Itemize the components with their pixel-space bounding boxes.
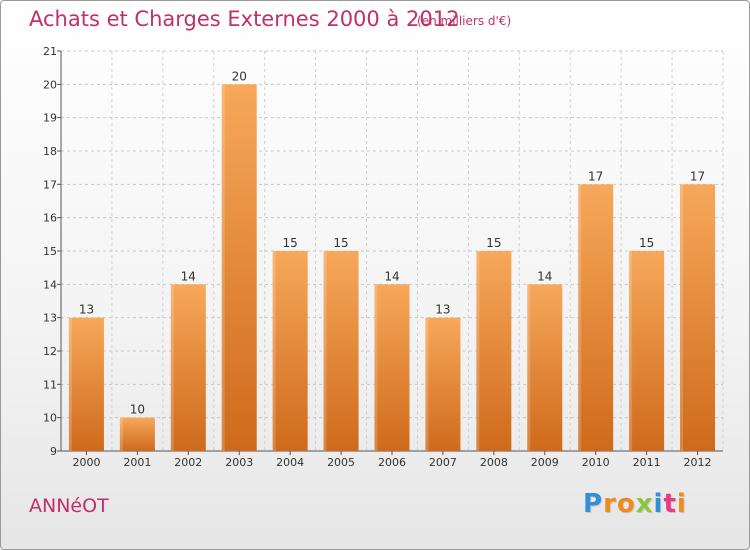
bar-highlight [578,184,582,452]
bar-value-label: 15 [639,236,654,250]
bar-value-label: 10 [130,403,145,417]
bar [323,251,359,451]
bar-value-label: 17 [588,169,603,183]
bar [170,284,206,451]
x-tick-label: 2007 [429,456,457,469]
logo-letter: i [653,489,664,519]
bar-value-label: 14 [181,269,196,283]
bar-highlight [476,251,480,451]
y-tick-label: 21 [43,45,57,58]
bar-value-label: 17 [690,169,705,183]
bar-value-label: 15 [486,236,501,250]
bar [425,317,461,451]
bar-value-label: 14 [384,269,399,283]
x-tick-label: 2006 [378,456,406,469]
x-tick-label: 2001 [123,456,151,469]
bar-highlight [425,317,429,451]
bar-highlight [374,284,378,451]
x-tick-label: 2008 [480,456,508,469]
bar [68,317,104,451]
axes: 9 10 11 12 13 14 15 16 17 18 19 20 21 2000 2001 2002 200… [43,45,723,469]
y-tick-label: 10 [43,412,57,425]
bar-highlight [629,251,633,451]
logo-letter: r [603,489,617,519]
bar [476,251,512,451]
bar-highlight [527,284,531,451]
logo-letter: t [663,489,677,519]
logo-letter: o [616,489,636,519]
y-tick-label: 12 [43,345,57,358]
y-tick-label: 11 [43,378,57,391]
bar [272,251,308,451]
bar [119,417,155,451]
logo-letter: x [635,489,654,519]
y-tick-label: 16 [43,212,57,225]
bar [578,184,614,452]
logo-letter: i [676,489,687,519]
bar [374,284,410,451]
x-tick-label: 2002 [174,456,202,469]
x-tick-label: 2005 [327,456,355,469]
bar [680,184,716,452]
bar-value-label: 13 [79,303,94,317]
bar-highlight [221,84,225,451]
bar-value-label: 13 [435,303,450,317]
bars [68,84,716,452]
bar-value-label: 15 [283,236,298,250]
x-tick-label: 2012 [684,456,712,469]
bar [221,84,257,451]
y-tick-label: 9 [50,445,57,458]
x-tick-label: 2010 [582,456,610,469]
proxiti-logo: Proxiti [583,489,687,519]
bar-highlight [680,184,684,452]
chart-subtitle: (en milliers d'€) [417,14,512,28]
y-tick-label: 15 [43,245,57,258]
bar-highlight [272,251,276,451]
bar [527,284,563,451]
bar-highlight [323,251,327,451]
bar-value-label: 15 [333,236,348,250]
y-tick-label: 17 [43,178,57,191]
x-tick-label: 2011 [633,456,661,469]
bar-value-label: 14 [537,269,552,283]
x-tick-label: 2009 [531,456,559,469]
bar [629,251,665,451]
y-tick-label: 19 [43,112,57,125]
bar-highlight [68,317,72,451]
bar-value-label: 20 [232,69,247,83]
y-tick-label: 13 [43,312,57,325]
y-tick-label: 20 [43,78,57,91]
bar-highlight [119,417,123,451]
x-tick-label: 2004 [276,456,304,469]
x-tick-label: 2003 [225,456,253,469]
chart-title: Achats et Charges Externes 2000 à 2012 [29,7,460,31]
x-tick-label: 2000 [72,456,100,469]
bar-highlight [170,284,174,451]
y-tick-label: 14 [43,278,57,291]
place-name: ANNéOT [29,495,109,517]
y-tick-label: 18 [43,145,57,158]
logo-letter: P [583,489,604,519]
labels: 13 10 14 20 15 15 14 13 15 14 17 15 17 [79,69,705,416]
